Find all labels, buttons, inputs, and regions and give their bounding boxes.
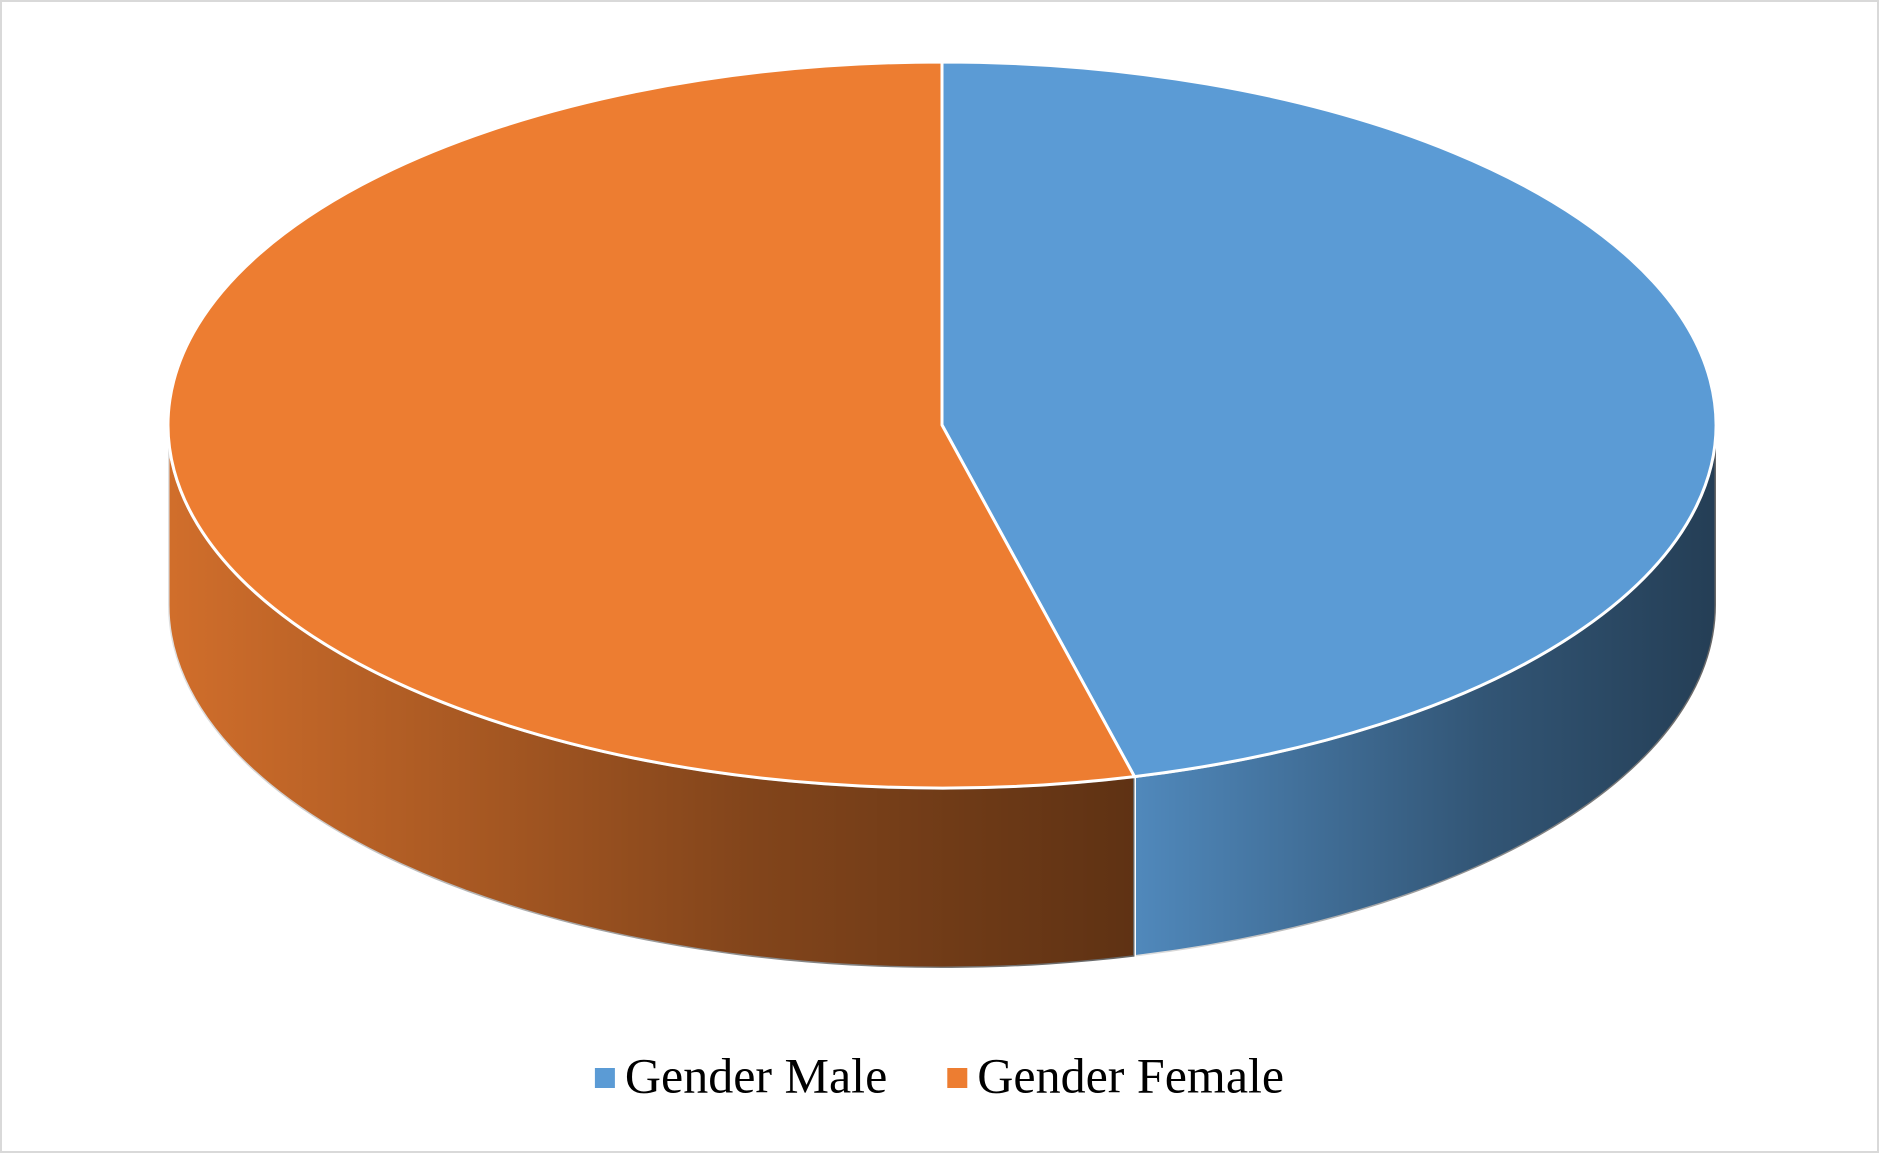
legend-label: Gender Female xyxy=(977,1047,1284,1103)
legend-label: Gender Male xyxy=(625,1047,887,1103)
slice-side-shade xyxy=(168,425,1135,969)
slice xyxy=(166,60,1137,790)
slice-side-shade xyxy=(1134,425,1716,957)
legend-swatch xyxy=(594,1068,615,1088)
slice xyxy=(940,60,1718,779)
legend-swatch xyxy=(947,1068,968,1088)
